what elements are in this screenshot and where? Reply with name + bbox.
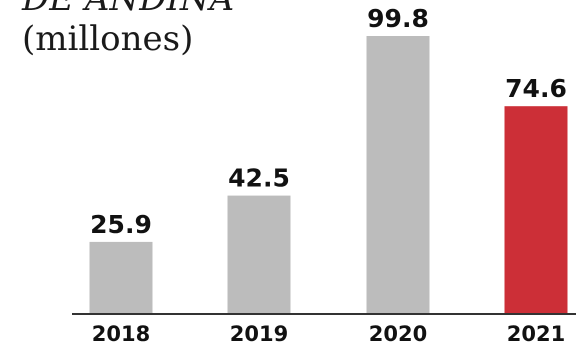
bar-2019	[227, 195, 291, 314]
x-tick-2019: 2019	[230, 322, 288, 346]
value-label-2021: 74.6	[505, 74, 567, 103]
chart-subtitle: (millones)	[22, 19, 193, 59]
bar-2018	[89, 241, 153, 314]
bars-group: 25.9 42.5 99.8 74.6	[89, 4, 568, 314]
bar-2020	[366, 36, 430, 314]
value-label-2020: 99.8	[367, 4, 429, 33]
x-tick-2021: 2021	[507, 322, 565, 346]
x-tick-2020: 2020	[369, 322, 427, 346]
x-tick-2018: 2018	[92, 322, 150, 346]
x-tick-labels: 2018 2019 2020 2021	[92, 322, 565, 346]
value-label-2018: 25.9	[90, 210, 152, 239]
value-label-2019: 42.5	[228, 164, 290, 193]
bar-2021	[504, 106, 568, 314]
chart-title: DE ANDINA	[21, 0, 234, 19]
